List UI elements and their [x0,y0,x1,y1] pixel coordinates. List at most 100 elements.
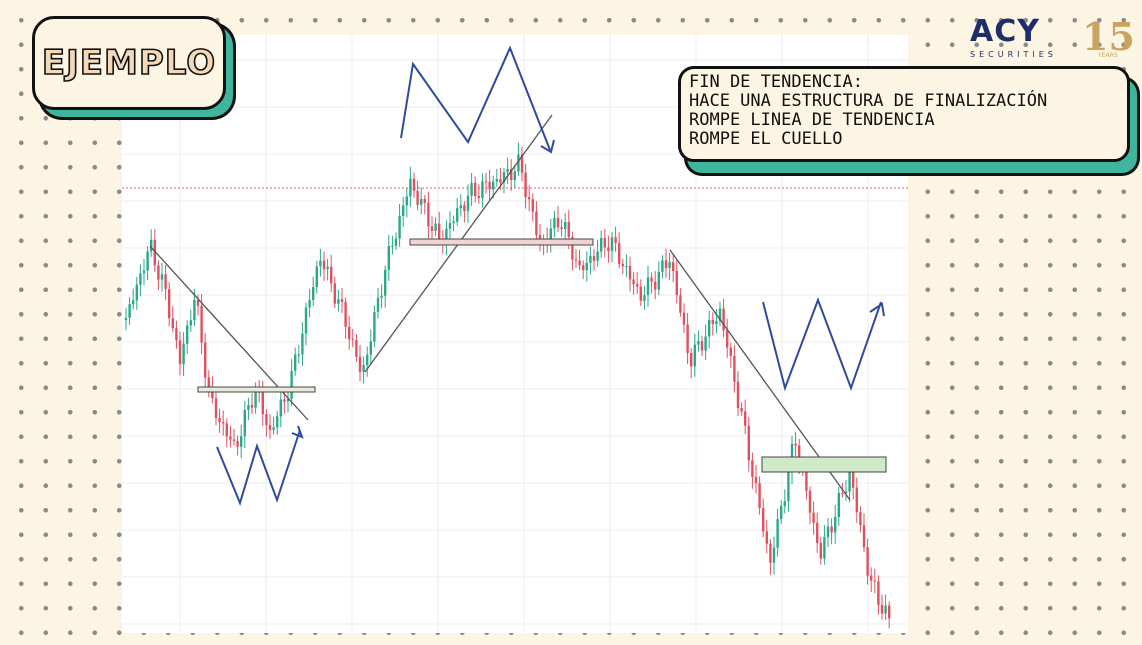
candle-body [319,260,322,267]
candle-body [484,181,488,183]
candle-body [132,300,135,305]
candle-body [333,283,336,304]
candle-body [506,168,509,173]
candle-body [772,547,776,563]
candle-body [391,245,394,247]
candle-body [639,286,642,301]
candle-body [582,265,585,271]
candle-body [592,256,596,261]
candle-body [369,341,372,355]
candle-body [488,181,491,190]
candle-body [848,471,851,492]
note-title: FIN DE TENDENCIA: [689,72,863,92]
candle-body [470,182,473,196]
candle-body [610,237,614,251]
candle-body [204,342,207,378]
candle-body [499,179,502,183]
candle-body [535,211,538,236]
candle-body [142,270,146,274]
candle-body [283,399,286,402]
candle-body [758,483,761,509]
candle-body [700,341,704,351]
candle-body [787,472,790,502]
logo-years-label: YEARS [1098,52,1118,59]
candle-body [560,227,563,229]
candle-body [243,409,246,437]
candle-body [384,269,387,296]
candle-body [294,354,297,371]
candle-body [614,237,617,244]
candle-body [762,508,765,532]
candle-body [412,178,416,191]
candle-body [196,299,200,306]
candle-body [308,300,311,308]
candle-body [574,259,578,261]
candle-body [193,299,196,321]
candle-body [351,339,354,341]
candle-body [726,330,729,348]
candle-body [830,526,833,533]
candle-body [373,311,376,342]
candle-body [873,580,876,582]
candle-body [146,251,149,271]
candle-body [513,171,516,180]
note-line: ROMPE LINEA DE TENDENCIA [689,110,935,130]
candle-body [423,198,426,203]
candle-body [672,262,675,271]
candle-body [603,238,606,248]
candle-body [315,266,318,288]
candle-body [798,445,801,467]
candle-body [150,239,153,252]
candle-body [621,263,624,267]
candle-body [718,308,722,321]
candle-body [596,251,599,261]
candle-body [189,320,192,326]
candle-body [679,295,682,313]
candle-body [866,547,869,576]
candle-body [312,287,315,301]
candle-body [884,605,887,614]
candle-body [862,525,866,548]
candle-body [420,198,423,205]
candle-body [366,354,369,365]
logo-sub: SECURITIES [970,50,1057,59]
candle-body [564,222,567,229]
candle-body [834,516,837,533]
candle-body [362,364,365,372]
candle-body [880,604,884,614]
candle-body [456,208,459,222]
candle-body [585,262,588,271]
candle-body [124,317,128,320]
candle-body [632,279,635,285]
candle-body [823,536,826,559]
neckline-zones [197,238,887,473]
candle-body [837,493,840,517]
candle-body [164,274,167,290]
candle-body [877,581,880,605]
candle-body [841,493,844,495]
candle-body [556,217,560,228]
candle-body [747,425,750,461]
candle-body [279,399,282,417]
candle-body [751,460,754,477]
candle-body [160,274,164,280]
candle-body [290,370,293,399]
candle-body [690,353,693,367]
candle-body [668,262,671,268]
candle-body [819,542,822,559]
candle-body [276,416,279,428]
note-line: ROMPE EL CUELLO [689,129,843,149]
candle-body [247,405,250,410]
candle-body [178,340,182,365]
candle-body [434,223,437,231]
candle-body [250,405,254,408]
candle-body [452,221,455,224]
candle-body [304,307,308,334]
candle-body [139,273,142,285]
candle-body [780,506,783,520]
candle-body [326,266,329,270]
candle-body [344,301,347,327]
candle-body [466,195,470,212]
candle-body [654,281,657,290]
candle-body [135,284,138,301]
